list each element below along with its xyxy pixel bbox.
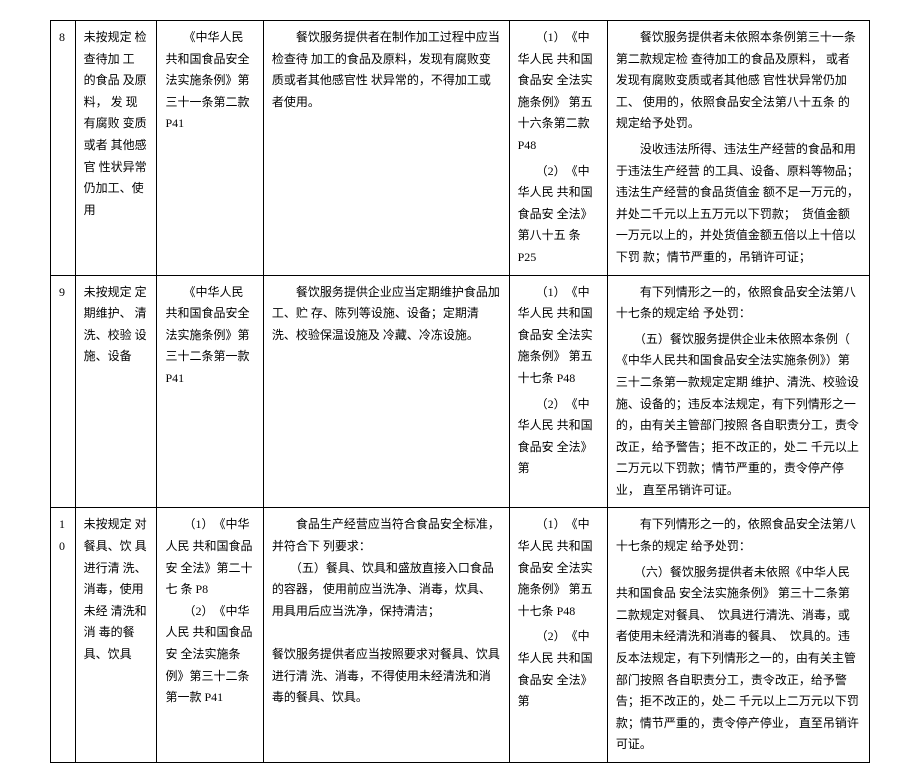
legal-basis-2: （1） 《中华人民 共和国食品安 全法实施条例》 第五十七条 P48 （2） 《… — [509, 508, 607, 763]
penalty-part-a: 有下列情形之一的，依照食品安全法第八十七条的规定给 予处罚： — [616, 285, 856, 321]
penalty-part-a: 有下列情形之一的，依照食品安全法第八十七条的规定 给予处罚： — [616, 517, 856, 553]
penalty-cell: 有下列情形之一的，依照食品安全法第八十七条的规定给 予处罚： （五）餐饮服务提供… — [607, 275, 869, 508]
table-row: 8未按规定 检查待加 工 的食品 及原料， 发 现有腐败 变质或者 其他感官 性… — [51, 21, 870, 276]
penalty-part-a: 餐饮服务提供者未依照本条例第三十一条第二款规定检 查待加工的食品及原料， 或者发… — [616, 30, 856, 130]
description-cell: 餐饮服务提供企业应当定期维护食品加工、贮 存、陈列等设施、设备；定期清洗、校验保… — [263, 275, 509, 508]
penalty-cell: 有下列情形之一的，依照食品安全法第八十七条的规定 给予处罚： （六）餐饮服务提供… — [607, 508, 869, 763]
basis2-part-a: （1） 《中华人民 共和国食品安 全法实施条例》 第五十七条 P48 — [518, 517, 593, 617]
legal-basis-2: （1） 《中华人民 共和国食品安 全法实施条例》 第五十六条第二款 P48 （2… — [509, 21, 607, 276]
penalty-part-b: （五）餐饮服务提供企业未依照本条例（ 《中华人民共和国食品安全法实施条例》）第三… — [616, 329, 861, 502]
legal-basis-1: 《中华人民共和国食品安全 法实施条例》第 三十一条第二款 P41 — [157, 21, 263, 276]
penalty-part-b: 没收违法所得、违法生产经营的食品和用于违法生产经营 的工具、设备、原料等物品；违… — [616, 139, 861, 269]
penalty-part-b: （六）餐饮服务提供者未依照《中华人民共和国食品 安全法实施条例》 第三十二条第二… — [616, 562, 861, 756]
basis2-part-b: （2） 《中华人民 共和国食品安 全法》第 — [518, 626, 599, 712]
violation-cell: 未按规定 对餐具、饮 具进行清 洗、消毒，使用未经 清洗和消 毒的餐具、饮具 — [75, 508, 157, 763]
legal-basis-1: 《中华人民共和国食品安全 法实施条例》第 三十二条第一款 P41 — [157, 275, 263, 508]
table-row: 10未按规定 对餐具、饮 具进行清 洗、消毒，使用未经 清洗和消 毒的餐具、饮具… — [51, 508, 870, 763]
legal-basis-2: （1） 《中华人民 共和国食品安 全法实施条例》 第五十七条 P48 （2） 《… — [509, 275, 607, 508]
description-cell: 餐饮服务提供者在制作加工过程中应当检查待 加工的食品及原料，发现有腐败变质或者其… — [263, 21, 509, 276]
regulation-table: 8未按规定 检查待加 工 的食品 及原料， 发 现有腐败 变质或者 其他感官 性… — [50, 20, 870, 763]
violation-cell: 未按规定 检查待加 工 的食品 及原料， 发 现有腐败 变质或者 其他感官 性状… — [75, 21, 157, 276]
row-number: 8 — [51, 21, 76, 276]
basis2-part-a: （1） 《中华人民 共和国食品安 全法实施条例》 第五十六条第二款 P48 — [518, 30, 593, 152]
legal-basis-1: （1） 《中华人民 共和国食品安 全法》第二十七 条 P8 （2） 《中华人民 … — [157, 508, 263, 763]
row-number: 9 — [51, 275, 76, 508]
basis2-part-a: （1） 《中华人民 共和国食品安 全法实施条例》 第五十七条 P48 — [518, 285, 593, 385]
violation-cell: 未按规定 定期维护、 清洗、校验 设施、设备 — [75, 275, 157, 508]
penalty-cell: 餐饮服务提供者未依照本条例第三十一条第二款规定检 查待加工的食品及原料， 或者发… — [607, 21, 869, 276]
basis2-part-b: （2） 《中华人民 共和国食品安 全法》第八十五 条 P25 — [518, 161, 599, 269]
row-number: 10 — [51, 508, 76, 763]
description-cell: 食品生产经营应当符合食品安全标准，并符合下 列要求： （五）餐具、饮具和盛放直接… — [263, 508, 509, 763]
table-row: 9未按规定 定期维护、 清洗、校验 设施、设备 《中华人民共和国食品安全 法实施… — [51, 275, 870, 508]
basis2-part-b: （2） 《中华人民 共和国食品安 全法》第 — [518, 394, 599, 480]
